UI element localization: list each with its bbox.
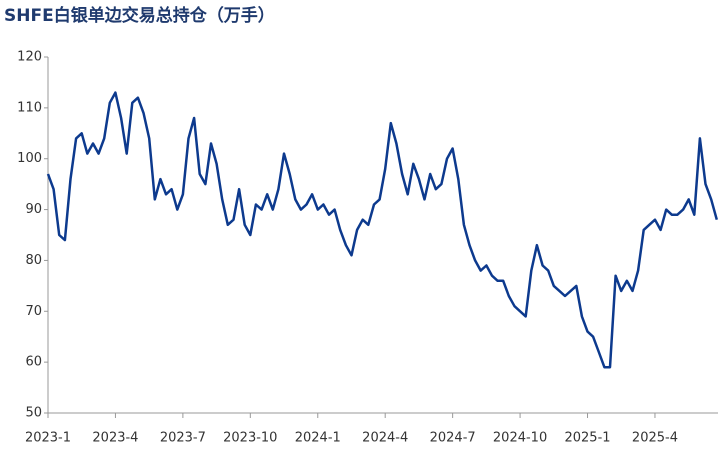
y-tick-label: 80 — [25, 253, 42, 268]
y-tick-label: 70 — [25, 304, 42, 319]
x-tick-label: 2025-1 — [564, 431, 610, 446]
x-tick-label: 2024-7 — [430, 431, 476, 446]
y-tick-label: 100 — [17, 151, 42, 166]
y-tick-label: 60 — [25, 355, 42, 370]
x-tick-label: 2024-4 — [362, 431, 408, 446]
x-tick-label: 2025-4 — [632, 431, 678, 446]
x-tick-label: 2023-10 — [223, 431, 277, 446]
chart-title: SHFE白银单边交易总持仓（万手） — [4, 5, 275, 26]
y-tick-label: 110 — [17, 100, 42, 115]
y-tick-label: 50 — [25, 406, 42, 421]
x-tick-label: 2023-1 — [25, 431, 71, 446]
x-tick-label: 2023-7 — [160, 431, 206, 446]
x-tick-label: 2024-1 — [295, 431, 341, 446]
data-line — [46, 91, 719, 369]
x-tick-label: 2024-10 — [493, 431, 547, 446]
x-tick-label: 2023-4 — [92, 431, 138, 446]
y-tick-label: 90 — [25, 202, 42, 217]
y-tick-label: 120 — [17, 50, 42, 65]
